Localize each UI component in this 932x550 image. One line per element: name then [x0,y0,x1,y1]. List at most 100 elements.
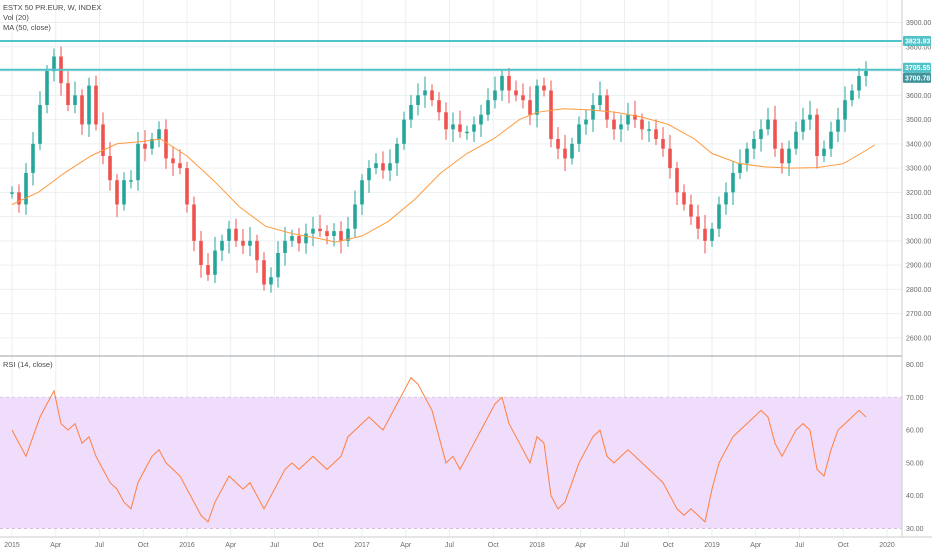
candle-body [444,112,448,130]
candle-body [584,119,588,125]
time-tick-label: Apr [750,542,762,549]
candle-body [304,233,308,244]
rsi-tick-label: 70.00 [906,395,924,402]
candle-body [52,56,56,72]
candle-body [129,180,133,182]
candle-body [318,228,322,232]
candle-body [801,119,805,132]
candle-body [514,90,518,96]
candle-body [528,100,532,115]
candle-body [556,138,560,149]
candle-body [766,119,770,130]
candle-body [787,148,791,164]
candle-body [563,148,567,159]
time-tick-label: Jul [445,542,454,549]
horizontal-levels [0,40,902,71]
candle-body [339,231,343,241]
price-tick-label: 3500.00 [906,117,931,124]
time-tick-label: Apr [225,542,237,549]
price-tags: 3823.93 3705.55 3700.78 [903,36,931,83]
candle-body [143,143,147,149]
candle-body [836,119,840,132]
candle-body [234,228,238,241]
candle-body [255,240,259,261]
price-tick-label: 2700.00 [906,311,931,318]
candle-body [80,95,84,125]
candle-body [402,119,406,144]
candle-body [388,163,392,171]
candle-body [220,240,224,251]
price-tick-label: 2600.00 [906,335,931,342]
candle-body [374,163,378,169]
time-tick-label: Jul [620,542,629,549]
tag-resistance-top-label: 3823.93 [905,39,930,46]
candle-body [472,124,476,132]
time-tick-label: Jul [270,542,279,549]
candle-body [150,138,154,149]
candle-body [724,192,728,205]
price-tick-label: 3900.00 [906,20,931,27]
candle-body [654,129,658,139]
candle-body [640,119,644,130]
candle-body [192,204,196,241]
rsi-band [0,397,902,529]
candle-body [311,228,315,234]
candle-body [199,240,203,266]
time-tick-label: Apr [400,542,412,549]
candle-body [185,168,189,205]
candle-body [570,143,574,159]
time-tick-label: Oct [838,542,849,549]
price-tick-label: 3000.00 [906,238,931,245]
price-tick-label: 3300.00 [906,166,931,173]
tag-resistance-mid-label: 3705.55 [905,65,930,72]
candle-body [668,148,672,169]
candle-body [451,124,455,130]
candle-body [605,95,609,120]
candle-body [815,114,819,156]
candle-body [542,85,546,91]
candle-body [612,119,616,130]
candle-body [73,95,77,106]
tag-last-close-label: 3700.78 [905,75,930,82]
candle-body [521,95,525,101]
candle-body [479,114,483,125]
candle-body [822,148,826,156]
candle-body [101,124,105,156]
candle-body [346,228,350,241]
price-tick-label: 3800.00 [906,44,931,51]
candle-body [262,260,266,285]
candle-body [535,85,539,115]
candle-body [290,236,294,241]
candle-body [780,148,784,164]
time-tick-label: Oct [138,542,149,549]
candle-body [696,216,700,229]
candle-body [66,83,70,106]
rsi-tick-label: 60.00 [906,428,924,435]
candle-body [591,105,595,120]
candle-body [717,204,721,229]
ma-legend: MA (50, close) [3,23,51,32]
candle-body [647,129,651,131]
candle-body [332,231,336,236]
candle-body [213,250,217,275]
candle-body [759,129,763,139]
time-tick-label: 2020 [879,542,895,549]
candle-body [752,138,756,149]
candle-body [367,168,371,181]
candle-body [276,252,280,278]
candle-body [423,90,427,96]
time-tick-label: Jul [795,542,804,549]
time-axis: 2015 Apr Jul Oct 2016 Apr Jul Oct 2017 Apr Jul Oct 2… [4,542,895,549]
candle-body [416,95,420,106]
candle-body [857,75,861,91]
rsi-axis: 80.00 70.00 60.00 50.00 40.00 30.00 [906,362,924,533]
time-tick-label: 2016 [179,542,195,549]
rsi-tick-label: 30.00 [906,526,924,533]
candle-body [829,131,833,149]
candle-body [633,114,637,120]
candle-body [850,90,854,101]
time-tick-label: 2018 [529,542,545,549]
candle-body [465,131,469,134]
candle-body [409,105,413,120]
